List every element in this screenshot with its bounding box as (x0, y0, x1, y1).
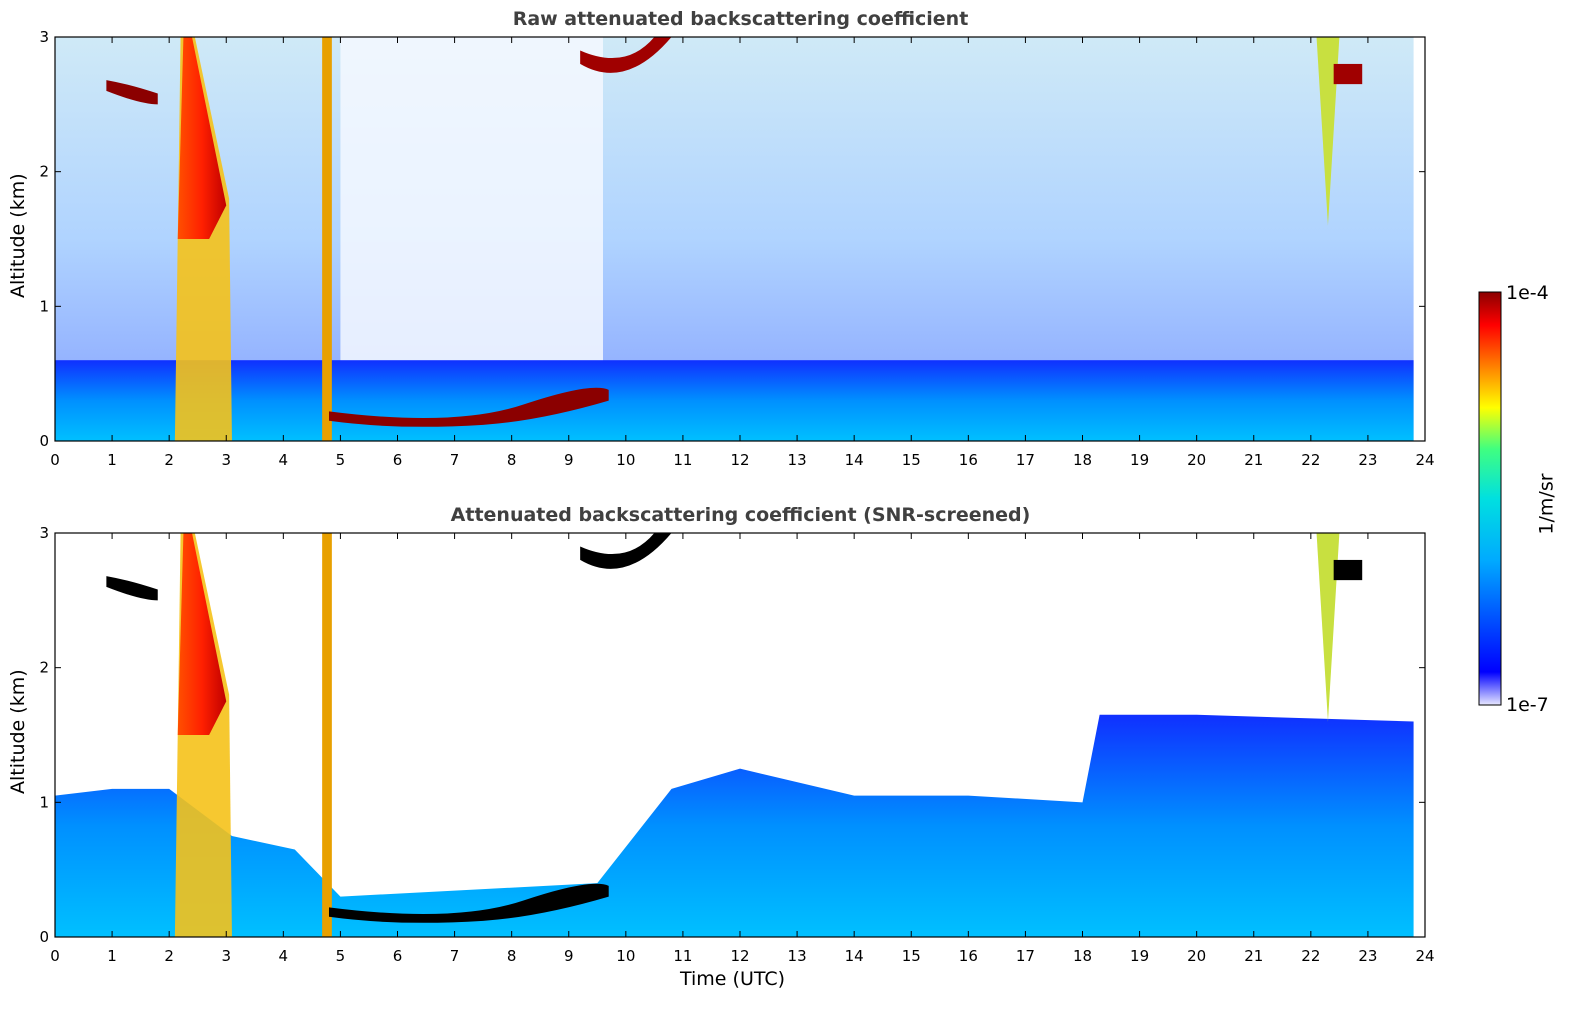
x-tick-label: 23 (1358, 451, 1377, 469)
cloud-column (322, 533, 332, 937)
colorbar-gradient (1478, 291, 1502, 706)
x-tick-label: 0 (50, 947, 60, 965)
x-tick-label: 7 (450, 451, 460, 469)
y-tick-label: 1 (39, 297, 49, 315)
elevated-cloud (580, 533, 672, 569)
y-tick-label: 2 (39, 163, 49, 181)
x-tick-label: 3 (221, 947, 231, 965)
x-tick-label: 20 (1187, 451, 1206, 469)
x-tick-label: 10 (616, 451, 635, 469)
x-tick-label: 18 (1073, 451, 1092, 469)
x-tick-label: 10 (616, 947, 635, 965)
x-tick-label: 1 (107, 947, 117, 965)
x-tick-label: 4 (279, 947, 289, 965)
x-tick-label: 3 (221, 451, 231, 469)
colorbar-max-label: 1e-4 (1506, 282, 1549, 304)
x-tick-label: 1 (107, 451, 117, 469)
stratocumulus-layer (329, 883, 609, 923)
x-tick-label: 15 (902, 451, 921, 469)
x-tick-label: 6 (393, 451, 403, 469)
colorbar-unit-label: 1/m/sr (1535, 473, 1558, 535)
x-tick-label: 11 (673, 451, 692, 469)
x-tick-label: 16 (959, 947, 978, 965)
bottom-heatmap: 0 1 2 3 4 5 6 7 8 9 10 11 12 13 14 15 16 17 18 19 20 21 22 23 24… (39, 524, 1434, 965)
x-tick-label: 15 (902, 947, 921, 965)
elevated-cloud (580, 37, 672, 73)
x-tick-label: 20 (1187, 947, 1206, 965)
right-cloud-top (1333, 559, 1363, 581)
cloud-band-core (177, 37, 227, 239)
x-tick-label: 24 (1415, 451, 1434, 469)
top-heatmap: 0 1 2 3 4 5 6 7 8 9 10 11 12 13 14 15 16 17 18 19 20 21 22 23 24… (39, 28, 1434, 469)
x-tick-label: 13 (788, 451, 807, 469)
y-tick-label: 2 (39, 659, 49, 677)
cloud-band-core (177, 533, 227, 735)
x-tick-label: 5 (336, 947, 346, 965)
x-tick-label: 16 (959, 451, 978, 469)
y-tick-label: 3 (39, 524, 49, 542)
x-tick-label: 19 (1130, 947, 1149, 965)
top-chart-title: Raw attenuated backscattering coefficien… (512, 8, 969, 30)
y-tick-label: 3 (39, 28, 49, 46)
x-tick-label: 17 (1016, 451, 1035, 469)
x-tick-label: 6 (393, 947, 403, 965)
cloud-column (322, 37, 332, 441)
y-tick-label: 1 (39, 793, 49, 811)
x-axis-label: Time (UTC) (680, 968, 786, 990)
bottom-chart-title: Attenuated backscattering coefficient (S… (450, 504, 1031, 526)
x-tick-label: 7 (450, 947, 460, 965)
x-tick-label: 9 (564, 947, 574, 965)
x-tick-label: 14 (845, 947, 864, 965)
x-tick-label: 18 (1073, 947, 1092, 965)
x-tick-label: 5 (336, 451, 346, 469)
x-tick-label: 12 (730, 451, 749, 469)
x-tick-label: 2 (164, 947, 174, 965)
x-tick-label: 24 (1415, 947, 1434, 965)
colorbar (1478, 291, 1502, 706)
tilted-cloud (106, 80, 158, 105)
x-tick-label: 23 (1358, 947, 1377, 965)
x-tick-label: 4 (279, 451, 289, 469)
x-tick-label: 2 (164, 451, 174, 469)
x-tick-label: 21 (1244, 451, 1263, 469)
clear-region (340, 37, 603, 401)
x-tick-label: 0 (50, 451, 60, 469)
colorbar-min-label: 1e-7 (1506, 694, 1549, 716)
tilted-cloud (106, 576, 158, 601)
x-tick-label: 13 (788, 947, 807, 965)
boundary-layer (55, 360, 1414, 441)
x-tick-label: 14 (845, 451, 864, 469)
x-tick-label: 8 (507, 947, 517, 965)
y-tick-label: 0 (39, 432, 49, 450)
right-cloud-top (1333, 63, 1363, 85)
x-tick-label: 22 (1301, 451, 1320, 469)
x-tick-label: 22 (1301, 947, 1320, 965)
x-tick-label: 19 (1130, 451, 1149, 469)
x-tick-label: 12 (730, 947, 749, 965)
y-tick-label: 0 (39, 928, 49, 946)
x-tick-label: 8 (507, 451, 517, 469)
screened-boundary-layer (55, 714, 1414, 937)
stratocumulus-layer (329, 387, 609, 427)
x-tick-label: 11 (673, 947, 692, 965)
x-tick-label: 9 (564, 451, 574, 469)
x-tick-label: 17 (1016, 947, 1035, 965)
x-tick-label: 21 (1244, 947, 1263, 965)
